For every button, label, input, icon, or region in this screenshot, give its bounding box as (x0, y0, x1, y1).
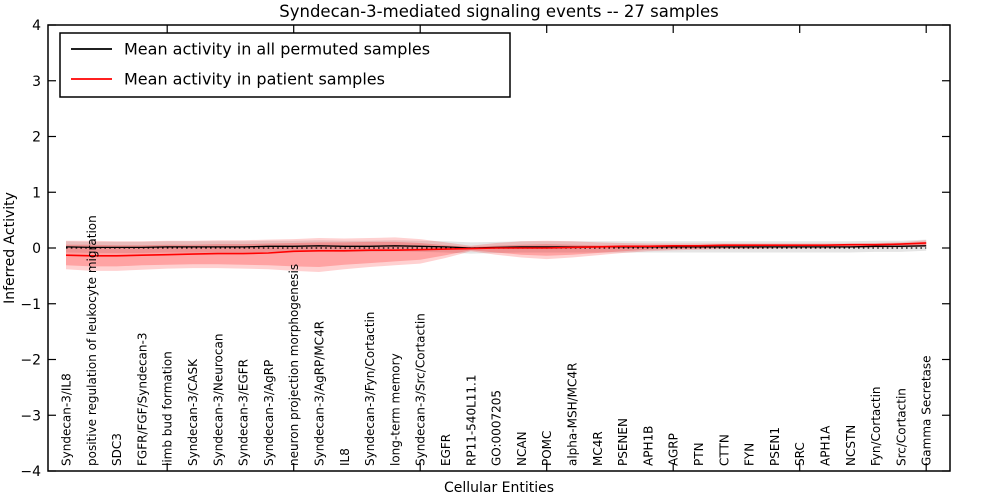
x-category-label: Syndecan-3/Src/Cortactin (414, 313, 428, 466)
legend-label: Mean activity in all permuted samples (124, 40, 430, 59)
x-category-label: limb bud formation (161, 351, 175, 466)
x-category-label: PSENEN (616, 418, 630, 466)
x-category-label: Fyn/Cortactin (869, 386, 883, 466)
legend-box (59, 32, 511, 98)
x-category-label: MC4R (591, 431, 605, 466)
y-tick-label: −2 (20, 353, 41, 369)
y-tick-label: 0 (32, 241, 41, 257)
y-tick-label: 4 (32, 18, 41, 34)
x-category-label: long-term memory (388, 353, 402, 466)
x-category-label: AGRP (667, 433, 681, 466)
patient-mean-line (65, 242, 927, 257)
x-category-label: Syndecan-3/Fyn/Cortactin (363, 312, 377, 466)
x-category-label: PTN (692, 442, 706, 466)
x-category-label: NCSTN (844, 425, 858, 466)
x-category-label: NCAN (515, 431, 529, 466)
x-category-label: SDC3 (110, 433, 124, 466)
x-category-label: PSEN1 (768, 427, 782, 466)
x-category-label: Syndecan-3/Neurocan (211, 334, 225, 466)
x-axis-label: Cellular Entities (444, 480, 554, 496)
x-category-label: SRC (793, 442, 807, 466)
x-category-label: positive regulation of leukocyte migrati… (85, 215, 99, 466)
x-category-label: Src/Cortactin (894, 388, 908, 466)
x-category-label: neuron projection morphogenesis (287, 264, 301, 466)
y-tick-label: 1 (32, 185, 41, 201)
x-category-label: GO:0007205 (490, 390, 504, 466)
x-category-label: IL8 (338, 448, 352, 466)
y-tick-label: 3 (32, 74, 41, 90)
permuted-samples-range-band (66, 239, 927, 254)
x-category-label: Gamma Secretase (920, 355, 934, 466)
y-tick-label: −1 (20, 297, 41, 313)
plot-frame (47, 24, 951, 472)
x-category-label: POMC (540, 431, 554, 466)
y-tick-label: −4 (20, 464, 41, 480)
x-category-label: APH1B (641, 426, 655, 466)
x-category-label: CTTN (717, 434, 731, 466)
x-category-label: Syndecan-3/IL8 (60, 373, 74, 466)
x-category-label: FGFR/FGF/Syndecan-3 (135, 333, 149, 466)
chart-title: Syndecan-3-mediated signaling events -- … (279, 2, 718, 21)
y-tick-label: −3 (20, 408, 41, 424)
x-category-label: APH1A (819, 425, 833, 466)
x-category-label: Syndecan-3/AgRP (262, 360, 276, 466)
x-category-label: RP11-540L11.1 (464, 375, 478, 466)
x-category-label: Syndecan-3/CASK (186, 358, 200, 466)
y-axis-label: Inferred Activity (2, 192, 18, 304)
y-tick-label: 2 (32, 130, 41, 146)
patient-samples-range-inner-band (66, 241, 927, 267)
x-category-label: alpha-MSH/MC4R (566, 363, 580, 466)
legend-label: Mean activity in patient samples (124, 70, 385, 89)
x-category-label: Syndecan-3/AgRP/MC4R (313, 321, 327, 466)
x-category-label: FYN (743, 443, 757, 466)
x-category-label: EGFR (439, 434, 453, 466)
x-category-label: Syndecan-3/EGFR (237, 359, 251, 466)
